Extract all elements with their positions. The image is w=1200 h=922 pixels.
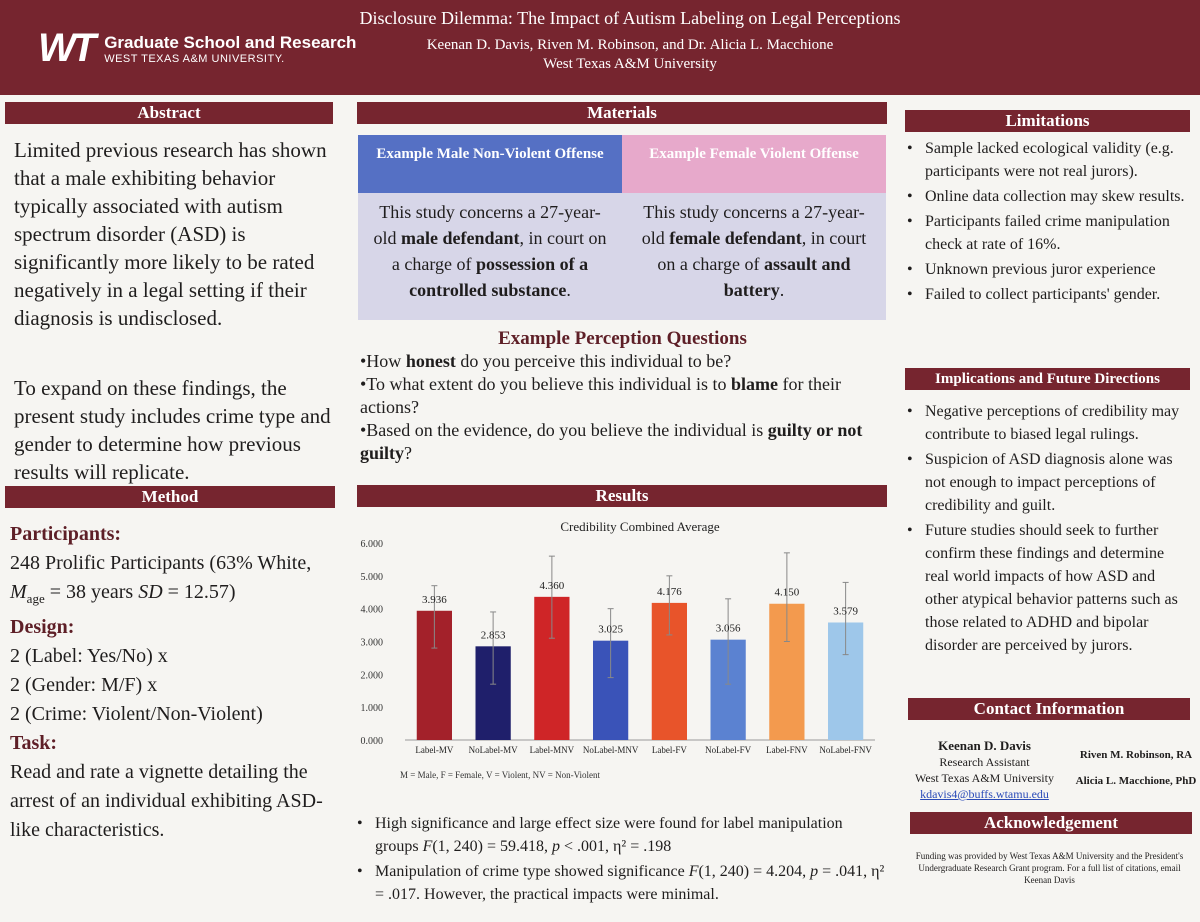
credibility-bar-chart: Credibility Combined Average 0.000 1.000 2.… (361, 519, 875, 780)
perception-questions: •How honest do you perceive this individ… (360, 350, 880, 465)
x-tick-label: NoLabel-MNV (583, 745, 639, 755)
x-tick-label: NoLabel-FNV (819, 745, 872, 755)
data-label: 3.936 (422, 594, 447, 606)
wt-logo: WT Graduate School and Research WEST TEX… (38, 26, 356, 71)
y-tick-label: 3.000 (361, 638, 384, 649)
poster-title: Disclosure Dilemma: The Impact of Autism… (359, 8, 901, 28)
male-example-text: This study concerns a 27-year-old male d… (373, 202, 607, 300)
abstract-heading: Abstract (5, 102, 333, 124)
x-tick-label: Label-FNV (766, 745, 808, 755)
implication-item: Suspicion of ASD diagnosis alone was not… (905, 448, 1190, 517)
contact-university: West Texas A&M University (915, 771, 1054, 785)
results-bullet-2: Manipulation of crime type showed signif… (355, 860, 885, 906)
implications-heading: Implications and Future Directions (905, 368, 1190, 390)
female-example-text: This study concerns a 27-year-old female… (641, 202, 867, 300)
data-label: 4.360 (540, 580, 565, 592)
x-tick-label: Label-MV (415, 745, 453, 755)
x-tick-label: Label-FV (652, 745, 687, 755)
abstract-paragraph-1: Limited previous research has shown that… (14, 138, 327, 330)
question-1: •How honest do you perceive this individ… (360, 351, 732, 371)
logo-line-2: WEST TEXAS A&M UNIVERSITY. (104, 52, 285, 65)
data-label: 3.025 (598, 624, 623, 636)
implication-item: Negative perceptions of credibility may … (905, 400, 1190, 446)
female-example-heading: Example Female Violent Offense (622, 135, 886, 193)
question-2: •To what extent do you believe this indi… (360, 374, 841, 417)
question-3: •Based on the evidence, do you believe t… (360, 420, 863, 463)
limitation-item: Online data collection may skew results. (905, 185, 1190, 208)
contact-role: Research Assistant (939, 755, 1030, 769)
participants-text: 248 Prolific Participants (63% White, Ma… (10, 552, 312, 606)
poster-university: West Texas A&M University (543, 56, 717, 72)
data-label: 4.176 (657, 586, 682, 598)
contact-email-link[interactable]: kdavis4@buffs.wtamu.edu (920, 787, 1049, 801)
logo-line-1: Graduate School and Research (104, 32, 357, 52)
materials-heading: Materials (357, 102, 887, 124)
male-example-box: Example Male Non-Violent Offense This st… (358, 135, 622, 320)
task-heading: Task: (10, 732, 58, 754)
acknowledgement-text: Funding was provided by West Texas A&M U… (915, 851, 1184, 885)
contact-heading: Contact Information (908, 698, 1190, 720)
female-example-box: Example Female Violent Offense This stud… (622, 135, 886, 320)
acknowledgement-heading: Acknowledgement (910, 812, 1192, 834)
contact-name: Keenan D. Davis (938, 738, 1031, 753)
abstract-paragraph-2: To expand on these findings, the present… (14, 376, 331, 484)
y-tick-label: 2.000 (361, 670, 384, 681)
contact-others: Riven M. Robinson, RA Alicia L. Macchion… (1072, 742, 1200, 794)
contact-other-1: Riven M. Robinson, RA (1079, 749, 1193, 761)
method-body: Participants: 248 Prolific Participants … (10, 520, 340, 845)
design-heading: Design: (10, 616, 75, 638)
contact-primary: Keenan D. Davis Research Assistant West … (912, 738, 1057, 802)
y-tick-label: 4.000 (361, 605, 384, 616)
y-tick-label: 5.000 (361, 572, 384, 583)
implications-list: Negative perceptions of credibility may … (905, 400, 1190, 659)
results-bullets: High significance and large effect size … (355, 812, 885, 908)
data-label: 2.853 (481, 629, 506, 641)
perception-questions-heading: Example Perception Questions (498, 328, 747, 349)
limitation-item: Sample lacked ecological validity (e.g. … (905, 137, 1190, 183)
data-label: 3.056 (716, 623, 741, 635)
y-tick-label: 1.000 (361, 703, 384, 714)
design-line-1: 2 (Label: Yes/No) x (10, 645, 168, 667)
data-label: 4.150 (775, 587, 800, 599)
results-heading: Results (357, 485, 887, 507)
participants-heading: Participants: (10, 523, 122, 545)
implication-item: Future studies should seek to further co… (905, 519, 1190, 657)
chart-note: M = Male, F = Female, V = Violent, NV = … (400, 770, 601, 780)
y-tick-label: 6.000 (361, 539, 384, 550)
wt-logo-mark: WT (38, 26, 96, 70)
method-heading: Method (5, 486, 335, 508)
poster-authors: Keenan D. Davis, Riven M. Robinson, and … (426, 37, 834, 53)
design-line-2: 2 (Gender: M/F) x (10, 674, 158, 696)
results-bullet-1: High significance and large effect size … (355, 812, 885, 858)
x-tick-label: NoLabel-MV (469, 745, 518, 755)
data-label: 3.579 (833, 605, 858, 617)
limitation-item: Participants failed crime manipulation c… (905, 210, 1190, 256)
limitations-heading: Limitations (905, 110, 1190, 132)
contact-other-2: Alicia L. Macchione, PhD (1075, 775, 1197, 787)
limitation-item: Failed to collect participants' gender. (905, 283, 1190, 306)
title-block: Disclosure Dilemma: The Impact of Autism… (320, 8, 940, 73)
x-tick-label: Label-MNV (530, 745, 575, 755)
task-text: Read and rate a vignette detailing the a… (10, 761, 323, 841)
limitation-item: Unknown previous juror experience (905, 258, 1190, 281)
limitations-list: Sample lacked ecological validity (e.g. … (905, 137, 1190, 308)
chart-title: Credibility Combined Average (560, 519, 720, 534)
abstract-body: Limited previous research has shown that… (14, 136, 334, 512)
male-example-heading: Example Male Non-Violent Offense (358, 135, 622, 193)
design-line-3: 2 (Crime: Violent/Non-Violent) (10, 703, 263, 725)
x-tick-label: NoLabel-FV (705, 745, 751, 755)
poster-header: WT Graduate School and Research WEST TEX… (0, 0, 1200, 95)
y-tick-label: 0.000 (361, 736, 384, 747)
